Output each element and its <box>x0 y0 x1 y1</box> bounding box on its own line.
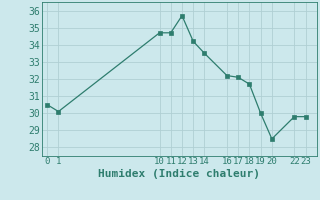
X-axis label: Humidex (Indice chaleur): Humidex (Indice chaleur) <box>98 169 260 179</box>
